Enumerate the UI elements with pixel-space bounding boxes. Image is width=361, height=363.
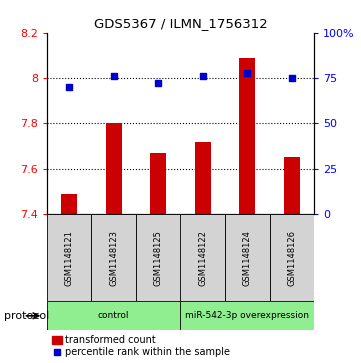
Bar	[106, 123, 122, 214]
Text: GSM1148126: GSM1148126	[287, 230, 296, 286]
Title: GDS5367 / ILMN_1756312: GDS5367 / ILMN_1756312	[93, 17, 268, 30]
Bar	[47, 301, 180, 330]
Point	[289, 75, 295, 81]
Bar	[225, 214, 270, 301]
Bar	[239, 58, 255, 214]
Bar	[180, 214, 225, 301]
Bar	[151, 153, 166, 214]
Text: control: control	[98, 311, 130, 320]
Bar	[284, 158, 300, 214]
Legend: transformed count, percentile rank within the sample: transformed count, percentile rank withi…	[52, 335, 230, 357]
Text: GSM1148125: GSM1148125	[154, 230, 163, 286]
Bar	[91, 214, 136, 301]
Bar	[47, 214, 91, 301]
Bar	[195, 142, 210, 214]
Text: GSM1148121: GSM1148121	[65, 230, 74, 286]
Point	[155, 81, 161, 86]
Bar	[61, 194, 77, 214]
Text: GSM1148124: GSM1148124	[243, 230, 252, 286]
Bar	[270, 214, 314, 301]
Point	[111, 73, 117, 79]
Point	[66, 84, 72, 90]
Bar	[180, 301, 314, 330]
Point	[244, 70, 250, 76]
Text: GSM1148122: GSM1148122	[198, 230, 207, 286]
Text: protocol: protocol	[4, 311, 49, 321]
Bar	[136, 214, 180, 301]
Point	[200, 73, 206, 79]
Text: miR-542-3p overexpression: miR-542-3p overexpression	[185, 311, 309, 320]
Text: GSM1148123: GSM1148123	[109, 230, 118, 286]
